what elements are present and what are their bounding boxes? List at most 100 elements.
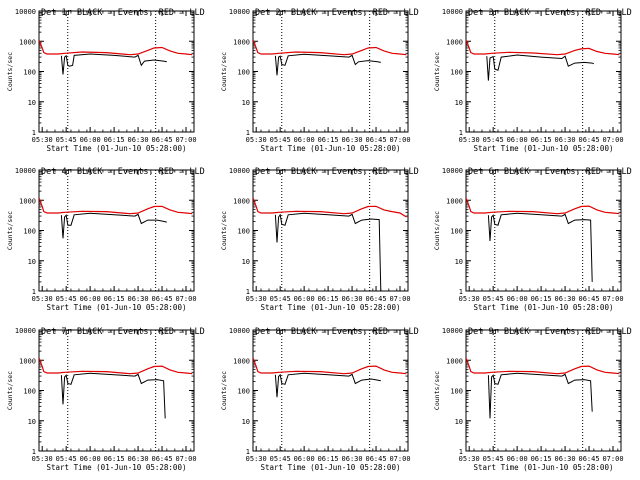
x-tick-label: 06:15 [104, 455, 125, 463]
y-tick-label: 10000 [15, 167, 36, 175]
lld-series-line [39, 39, 193, 56]
x-tick-label: 07:00 [175, 455, 196, 463]
x-tick-label: 06:15 [318, 295, 339, 303]
y-tick-label: 100 [237, 388, 250, 396]
y-tick-label: 10000 [229, 8, 250, 16]
y-axis-label: Counts/sec [220, 371, 228, 410]
y-axis-label: Counts/sec [220, 52, 228, 91]
x-tick-label: 06:30 [342, 455, 363, 463]
x-tick-label: 06:00 [507, 295, 528, 303]
panel-title: Det 1r BLACK = Events, RED = LLD [41, 8, 205, 18]
lld-series-line [253, 357, 407, 375]
lld-series-line [466, 39, 620, 56]
x-tick-label: 07:00 [602, 295, 623, 303]
y-tick-label: 10 [455, 99, 463, 107]
y-axis-label: Counts/sec [6, 52, 14, 91]
y-tick-label: 10000 [229, 327, 250, 335]
x-tick-label: 05:45 [56, 136, 77, 144]
x-tick-label: 05:30 [32, 295, 53, 303]
y-tick-label: 1000 [19, 197, 36, 205]
y-tick-label: 1000 [446, 357, 463, 365]
x-tick-label: 05:30 [32, 136, 53, 144]
x-tick-label: 06:30 [342, 136, 363, 144]
y-tick-label: 10 [242, 418, 250, 426]
detector-panel-5: Det 5r BLACK = Events, RED = LLD 1 10 100 10… [220, 167, 419, 312]
y-tick-label: 1 [459, 129, 463, 137]
y-tick-label: 1 [246, 129, 250, 137]
y-tick-label: 1 [32, 448, 36, 456]
x-tick-label: 05:45 [56, 295, 77, 303]
x-tick-label: 06:15 [104, 136, 125, 144]
x-tick-label: 05:45 [270, 455, 291, 463]
panel-title: Det 6r BLACK = Events, RED = LLD [468, 167, 632, 177]
x-axis-label: Start Time (01-Jun-10 05:28:00) [474, 144, 614, 153]
x-tick-label: 07:00 [389, 455, 410, 463]
x-tick-label: 07:00 [389, 136, 410, 144]
y-tick-label: 1000 [446, 38, 463, 46]
panel-title: Det 7r BLACK = Events, RED = LLD [41, 327, 205, 337]
y-tick-label: 1 [459, 288, 463, 296]
events-series-line [274, 372, 381, 398]
y-tick-label: 10000 [15, 8, 36, 16]
x-tick-label: 06:00 [80, 455, 101, 463]
y-tick-label: 100 [23, 388, 36, 396]
x-axis-label: Start Time (01-Jun-10 05:28:00) [47, 463, 187, 472]
y-tick-label: 10000 [229, 167, 250, 175]
x-tick-label: 05:30 [246, 295, 267, 303]
x-tick-label: 06:45 [366, 455, 387, 463]
x-tick-label: 05:45 [483, 295, 504, 303]
x-tick-label: 05:30 [459, 295, 480, 303]
y-tick-label: 1 [32, 288, 36, 296]
events-series-line [487, 372, 593, 419]
y-tick-label: 1000 [233, 38, 250, 46]
detector-panel-7: Det 7r BLACK = Events, RED = LLD 1 10 100 10… [6, 327, 205, 472]
lld-series-line [39, 357, 193, 375]
y-axis-label: Counts/sec [433, 52, 441, 91]
x-tick-label: 06:45 [579, 455, 600, 463]
detector-panel-1: Det 1r BLACK = Events, RED = LLD 1 10 100 10… [6, 8, 205, 153]
y-tick-label: 1 [246, 288, 250, 296]
lld-series-line [39, 197, 193, 215]
x-tick-label: 06:00 [294, 455, 315, 463]
panel-title: Det 4r BLACK = Events, RED = LLD [41, 167, 205, 177]
x-tick-label: 06:00 [294, 136, 315, 144]
detector-panel-8: Det 8r BLACK = Events, RED = LLD 1 10 100 10… [220, 327, 419, 472]
x-tick-label: 07:00 [175, 136, 196, 144]
x-tick-label: 06:00 [80, 136, 101, 144]
x-axis-label: Start Time (01-Jun-10 05:28:00) [261, 303, 401, 312]
x-tick-label: 06:45 [366, 136, 387, 144]
y-tick-label: 1 [246, 448, 250, 456]
x-tick-label: 05:45 [56, 455, 77, 463]
x-tick-label: 05:45 [270, 136, 291, 144]
y-tick-label: 10000 [442, 167, 463, 175]
x-tick-label: 06:45 [152, 136, 173, 144]
y-tick-label: 10000 [442, 327, 463, 335]
x-tick-label: 06:30 [555, 136, 576, 144]
detector-panel-2: Det 2r BLACK = Events, RED = LLD 1 10 100 10… [220, 8, 419, 153]
y-tick-label: 1000 [233, 197, 250, 205]
y-tick-label: 10 [242, 99, 250, 107]
x-tick-label: 06:15 [531, 136, 552, 144]
y-tick-label: 100 [450, 69, 463, 77]
x-tick-label: 06:30 [342, 295, 363, 303]
y-tick-label: 10 [455, 258, 463, 266]
events-series-line [274, 53, 381, 76]
panel-title: Det 5r BLACK = Events, RED = LLD [255, 167, 419, 177]
y-tick-label: 1000 [233, 357, 250, 365]
events-series-line [274, 212, 382, 291]
x-axis-label: Start Time (01-Jun-10 05:28:00) [47, 144, 187, 153]
y-tick-label: 10000 [442, 8, 463, 16]
x-tick-label: 06:15 [104, 295, 125, 303]
x-tick-label: 05:30 [246, 136, 267, 144]
detector-panel-4: Det 4r BLACK = Events, RED = LLD 1 10 100 10… [6, 167, 205, 312]
events-series-line [60, 372, 166, 419]
x-tick-label: 06:30 [128, 295, 149, 303]
y-tick-label: 10 [28, 418, 36, 426]
lld-series-line [253, 197, 407, 218]
x-tick-label: 06:45 [152, 455, 173, 463]
panel-title: Det 3r BLACK = Events, RED = LLD [468, 8, 632, 18]
x-tick-label: 06:30 [555, 295, 576, 303]
y-tick-label: 100 [450, 388, 463, 396]
x-tick-label: 06:00 [80, 295, 101, 303]
y-tick-label: 1000 [19, 38, 36, 46]
